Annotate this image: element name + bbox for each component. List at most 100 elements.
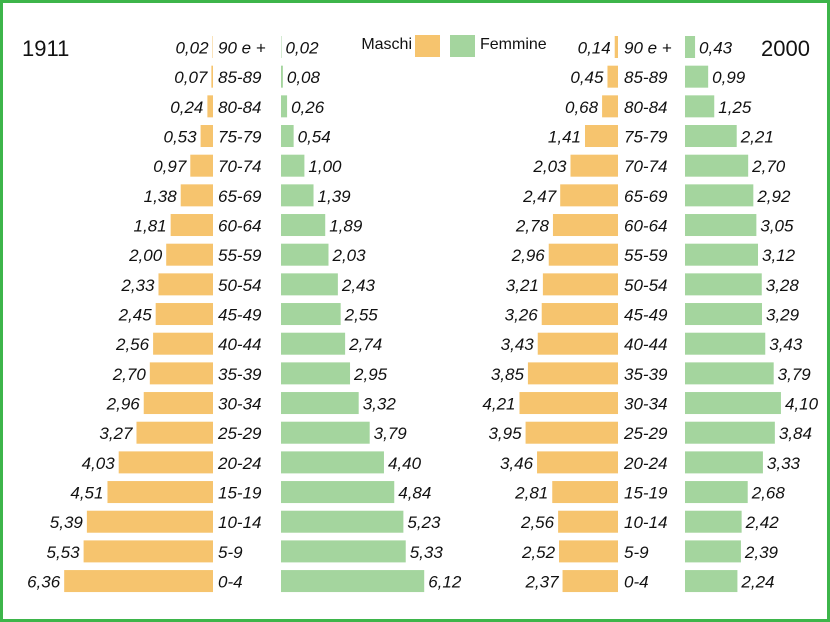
value-label: 1,89 [329,217,363,236]
bar [281,392,359,415]
legend-swatch [450,35,475,57]
value-label: 0,53 [164,127,198,146]
value-label: 2,70 [112,365,147,384]
value-label: 1,25 [718,98,752,117]
value-label: 3,27 [99,424,133,443]
category-label: 90 e + [218,38,266,57]
value-label: 4,03 [82,454,116,473]
value-label: 1,00 [308,157,342,176]
value-label: 2,95 [353,365,388,384]
bar [281,481,395,504]
category-label: 90 e + [624,38,672,57]
bar [562,570,618,593]
value-label: 2,78 [515,217,550,236]
category-label: 25-29 [623,424,668,443]
value-label: 5,53 [47,543,81,562]
category-label: 30-34 [624,395,667,414]
value-label: 0,24 [170,98,203,117]
bar [537,332,618,355]
bar [685,95,715,118]
value-label: 0,26 [291,98,325,117]
category-label: 60-64 [624,217,667,236]
category-label: 85-89 [218,68,262,87]
value-label: 0,43 [699,38,733,57]
category-label: 5-9 [624,543,649,562]
value-label: 3,43 [769,335,803,354]
bar [685,451,763,474]
bar [86,510,213,533]
category-label: 65-69 [218,187,262,206]
category-label: 75-79 [624,127,668,146]
bar [685,243,759,266]
category-label: 10-14 [624,513,667,532]
value-label: 0,45 [570,68,604,87]
value-label: 0,54 [298,127,331,146]
chart-title: 1911 [22,36,69,61]
value-label: 4,10 [785,395,819,414]
value-label: 3,32 [363,395,397,414]
value-label: 2,47 [522,187,557,206]
bar [685,65,709,88]
bar [685,570,738,593]
value-label: 0,68 [565,98,599,117]
value-label: 2,70 [751,157,786,176]
bar [281,421,370,444]
category-label: 10-14 [218,513,261,532]
bar [281,154,305,177]
bar [207,95,213,118]
category-label: 15-19 [624,484,668,503]
bar [281,243,329,266]
value-label: 3,79 [374,424,408,443]
bar [107,481,213,504]
category-label: 75-79 [218,127,262,146]
bar [558,510,618,533]
bar [281,65,283,88]
bar [281,510,404,533]
bar [281,332,346,355]
value-label: 2,96 [106,395,141,414]
value-label: 2,33 [120,276,155,295]
value-label: 2,37 [524,573,559,592]
category-label: 15-19 [218,484,262,503]
bar [685,273,762,296]
value-label: 3,85 [491,365,525,384]
bar [602,95,618,118]
value-label: 0,07 [174,68,208,87]
value-label: 4,51 [70,484,103,503]
value-label: 0,02 [175,38,209,57]
value-label: 0,97 [153,157,187,176]
value-label: 1,81 [134,217,167,236]
bar [281,570,425,593]
value-label: 6,36 [27,573,61,592]
bar [83,540,214,563]
value-label: 5,39 [50,513,84,532]
category-label: 55-59 [218,246,262,265]
value-label: 2,21 [740,127,774,146]
bar [211,65,213,88]
bar [281,540,406,563]
value-label: 2,00 [128,246,163,265]
value-label: 3,28 [766,276,800,295]
bar [190,154,213,177]
category-label: 85-89 [624,68,668,87]
bar [685,540,741,563]
value-label: 2,03 [332,246,367,265]
category-label: 70-74 [218,157,261,176]
bar [525,421,618,444]
bar [153,332,213,355]
bar [166,243,213,266]
bar [607,65,618,88]
value-label: 4,40 [388,454,422,473]
bar [281,303,341,326]
legend-label: Femmine [480,36,547,53]
value-label: 2,03 [532,157,567,176]
value-label: 2,45 [118,306,153,325]
value-label: 3,95 [488,424,522,443]
category-label: 40-44 [218,335,261,354]
category-label: 80-84 [218,98,261,117]
bar [685,362,774,385]
category-label: 35-39 [218,365,262,384]
value-label: 3,84 [779,424,812,443]
category-label: 25-29 [217,424,262,443]
value-label: 2,68 [751,484,786,503]
